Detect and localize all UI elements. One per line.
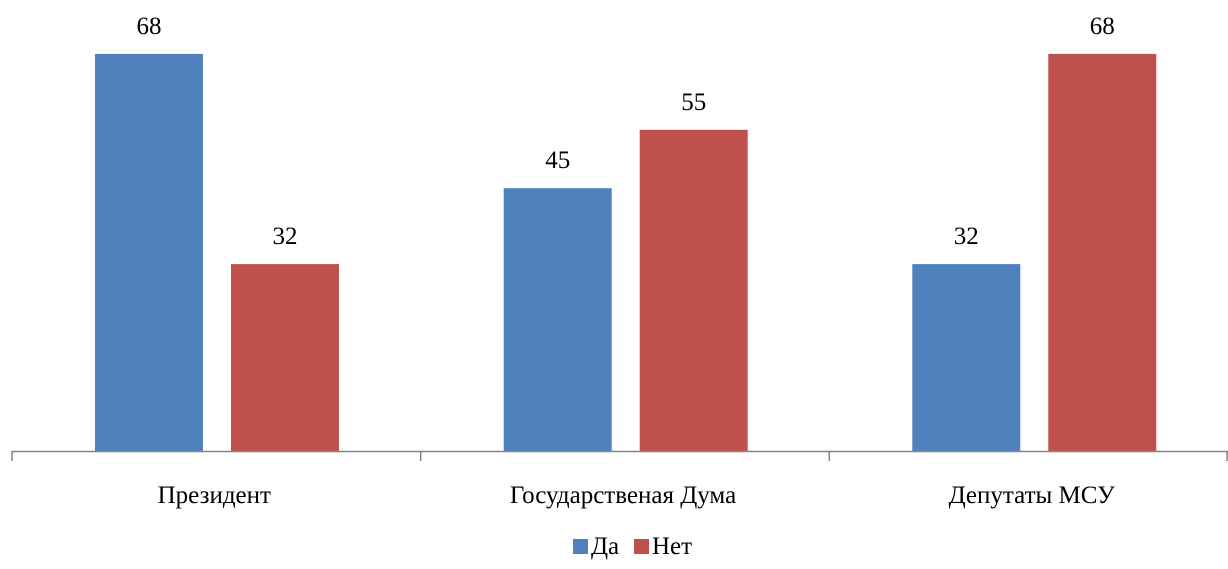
data-label-нет-2: 55 [681,89,706,116]
data-labels-layer: 68 32 45 55 32 68 [137,13,1115,250]
x-tick-label-3: Депутаты МСУ [949,482,1116,509]
legend-item-да: Да [573,533,619,560]
data-label-да-2: 45 [545,147,570,174]
legend-swatch-да [573,539,588,554]
x-tick-label-1: Президент [158,482,271,509]
data-label-нет-3: 68 [1090,13,1115,40]
bar-да-3 [912,264,1021,451]
data-label-да-3: 32 [954,223,979,250]
legend-label-да: Да [591,533,619,560]
x-tick-label-2: Государственая Дума [510,482,736,509]
bars-layer [95,53,1157,452]
bar-да-2 [503,188,612,451]
bar-нет-3 [1048,53,1157,452]
data-label-да-1: 68 [137,13,162,40]
legend-swatch-нет [634,539,649,554]
legend-label-нет: Нет [652,533,692,560]
bar-да-1 [95,53,203,452]
bar-нет-1 [231,264,339,451]
data-label-нет-1: 32 [273,223,298,250]
bar-нет-2 [639,129,748,452]
x-axis: Президент Государственая Дума Депутаты МСУ [11,450,1228,509]
legend-item-нет: Нет [634,533,692,560]
legend: Да Нет [573,533,692,560]
